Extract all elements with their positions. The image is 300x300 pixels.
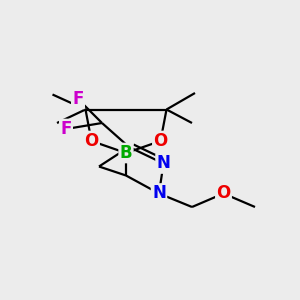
Text: N: N [152,184,166,202]
Text: F: F [72,90,84,108]
Text: B: B [120,144,132,162]
Text: N: N [157,154,170,172]
Text: F: F [60,120,72,138]
Text: O: O [216,184,231,202]
Text: O: O [84,132,99,150]
Text: O: O [153,132,168,150]
